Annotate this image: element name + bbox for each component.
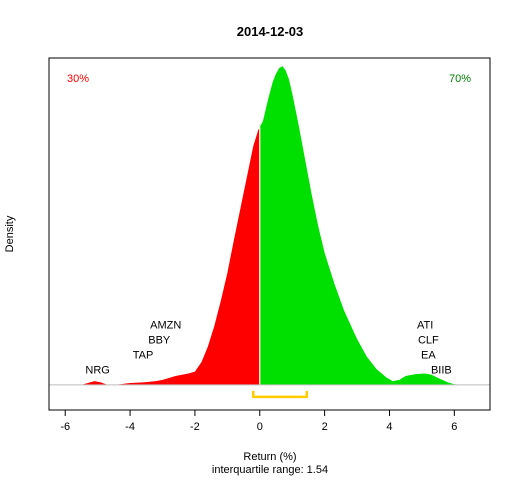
annotation-label: BBY <box>148 334 171 346</box>
chart-subtitle: interquartile range: 1.54 <box>212 464 328 476</box>
x-tick-label: -2 <box>190 421 200 433</box>
y-axis-label: Density <box>4 215 16 252</box>
x-tick-label: 0 <box>257 421 263 433</box>
annotation-label: TAP <box>133 349 154 361</box>
x-tick-label: 6 <box>451 421 457 433</box>
annotation-label: AMZN <box>150 319 181 331</box>
x-tick-label: 2 <box>322 421 328 433</box>
iqr-bracket <box>252 390 309 399</box>
annotation-label: ATI <box>417 319 433 331</box>
plot-area: -6 -4 -2 0 2 4 6 NRG TAP BBY AMZN ATI CLF EA BIIB <box>48 57 491 433</box>
annotation-label: EA <box>421 349 436 361</box>
annotation-label: CLF <box>418 334 439 346</box>
x-tick-label: -6 <box>60 421 70 433</box>
left-percent-label: 30% <box>67 73 89 85</box>
annotation-label: NRG <box>85 365 109 377</box>
right-percent-label: 70% <box>449 73 471 85</box>
annotation-label: BIIB <box>431 365 452 377</box>
plot-frame <box>48 57 491 411</box>
density-area-negative <box>81 127 260 385</box>
density-area-positive <box>259 66 465 385</box>
x-tick-label: 4 <box>386 421 392 433</box>
x-tick-label: -4 <box>125 421 135 433</box>
chart-title: 2014-12-03 <box>237 24 304 39</box>
x-axis-label: Return (%) <box>243 451 296 463</box>
